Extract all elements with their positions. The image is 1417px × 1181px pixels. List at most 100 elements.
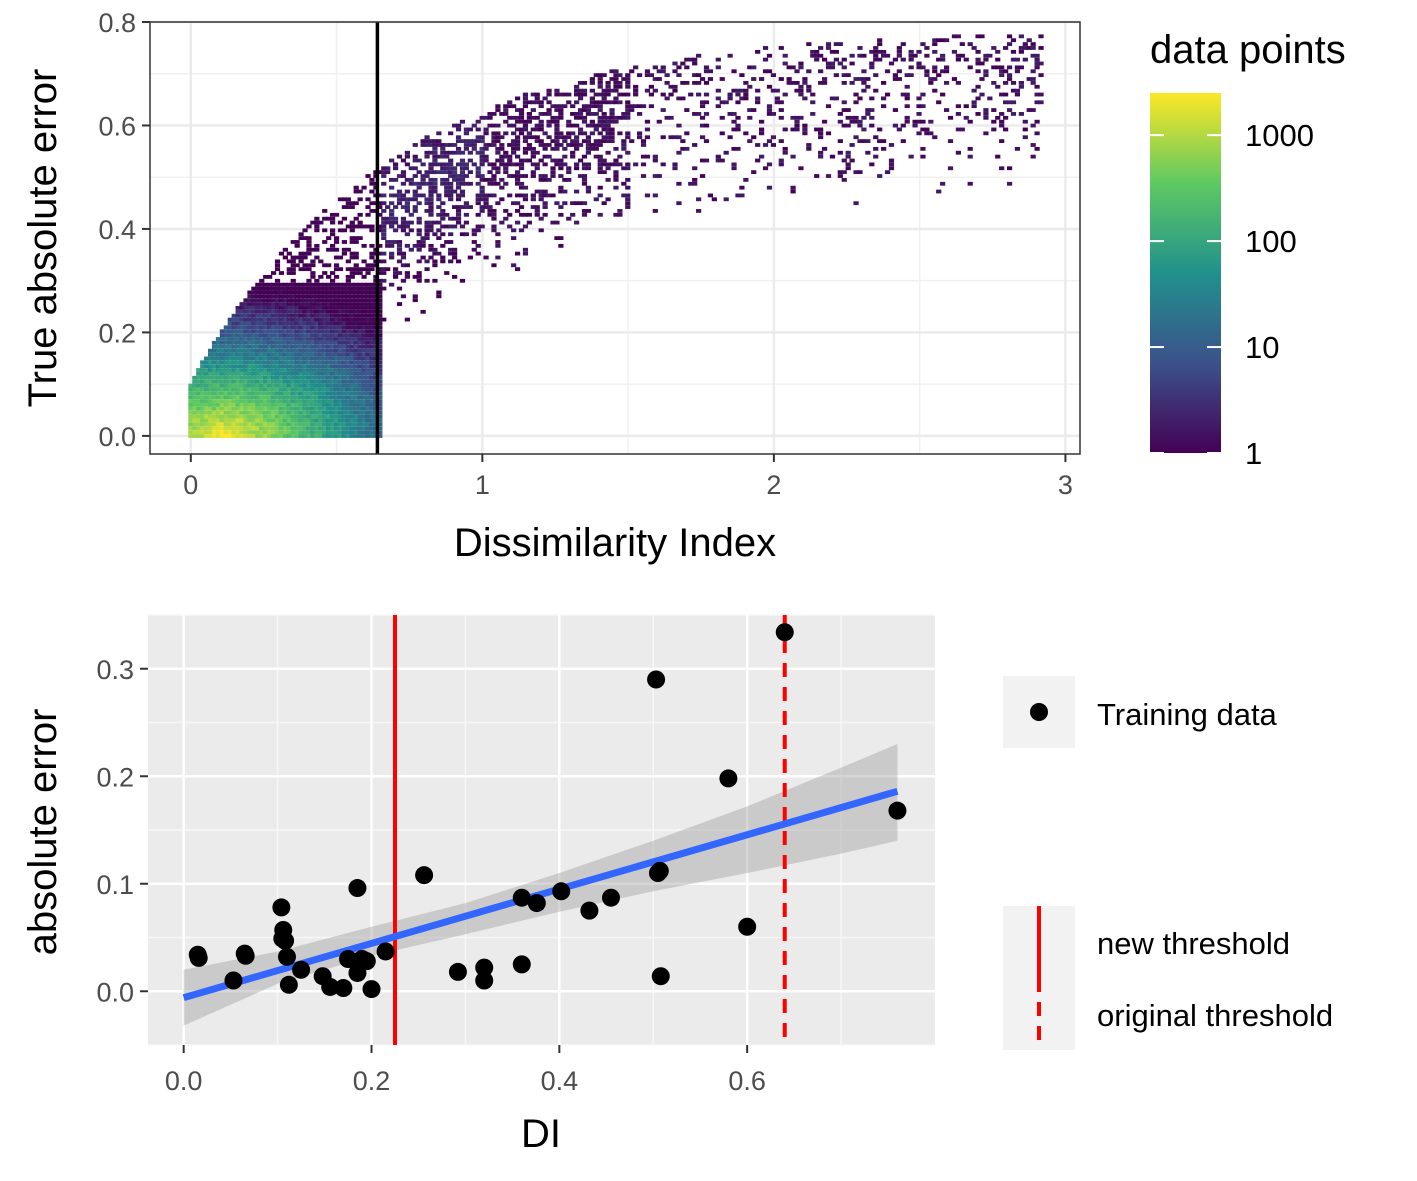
density-bin bbox=[286, 321, 292, 326]
density-bin bbox=[475, 135, 481, 140]
density-bin bbox=[475, 201, 481, 206]
density-bin bbox=[1006, 77, 1013, 81]
density-bin bbox=[558, 135, 564, 140]
density-bin bbox=[400, 205, 407, 209]
density-bin bbox=[479, 135, 485, 140]
density-bin bbox=[971, 46, 977, 50]
density-bin bbox=[554, 158, 560, 163]
density-bin bbox=[270, 340, 277, 345]
density-bin bbox=[365, 286, 371, 291]
density-bin bbox=[298, 317, 304, 322]
density-bin bbox=[278, 282, 285, 287]
density-bin bbox=[322, 333, 328, 338]
density-bin bbox=[263, 286, 269, 291]
density-bin bbox=[932, 69, 938, 74]
density-bin bbox=[286, 426, 292, 431]
density-bin bbox=[286, 329, 292, 334]
density-bin bbox=[412, 166, 418, 171]
density-bin bbox=[278, 399, 285, 403]
density-bin bbox=[302, 294, 308, 299]
density-bin bbox=[263, 309, 269, 314]
density-bin bbox=[333, 406, 340, 411]
density-bin bbox=[369, 418, 375, 423]
density-bin bbox=[365, 224, 371, 229]
density-bin bbox=[349, 251, 355, 256]
density-bin bbox=[463, 212, 470, 217]
density-bin bbox=[196, 410, 202, 415]
density-bin bbox=[821, 119, 828, 124]
density-bin bbox=[550, 146, 556, 151]
density-bin bbox=[452, 177, 458, 182]
density-bin bbox=[255, 375, 261, 380]
density-bin bbox=[345, 205, 351, 209]
density-bin bbox=[310, 406, 316, 411]
density-bin bbox=[617, 209, 623, 213]
density-bin bbox=[514, 220, 521, 225]
density-bin bbox=[798, 166, 804, 171]
density-bin bbox=[243, 306, 249, 310]
density-bin bbox=[322, 403, 328, 407]
density-bin bbox=[219, 340, 226, 345]
density-bin bbox=[577, 88, 584, 93]
density-bin bbox=[735, 146, 741, 151]
density-bin bbox=[365, 174, 371, 178]
density-bin bbox=[633, 162, 639, 167]
density-bin bbox=[259, 360, 265, 365]
density-bin bbox=[282, 422, 288, 427]
density-bin bbox=[326, 426, 332, 431]
density-bin bbox=[251, 372, 257, 376]
density-bin bbox=[731, 127, 737, 132]
density-bin bbox=[306, 434, 312, 438]
density-bin bbox=[361, 399, 367, 403]
density-bin bbox=[345, 306, 351, 310]
density-bin bbox=[361, 333, 367, 338]
density-bin bbox=[330, 375, 336, 380]
density-bin bbox=[483, 255, 489, 260]
density-bin bbox=[200, 426, 206, 431]
density-bin bbox=[341, 418, 348, 423]
density-bin bbox=[577, 115, 584, 120]
density-bin bbox=[574, 123, 580, 128]
density-bin bbox=[841, 177, 847, 182]
density-bin bbox=[404, 162, 410, 167]
density-bin bbox=[487, 212, 493, 217]
density-bin bbox=[455, 177, 462, 182]
density-bin bbox=[294, 356, 300, 361]
density-bin bbox=[605, 123, 611, 128]
density-bin bbox=[330, 271, 336, 275]
density-bin bbox=[286, 325, 292, 330]
density-bin bbox=[267, 372, 273, 376]
density-bin bbox=[731, 119, 737, 124]
density-bin bbox=[613, 69, 619, 74]
density-bin bbox=[585, 139, 592, 143]
density-bin bbox=[436, 193, 442, 198]
density-bin bbox=[381, 271, 387, 275]
density-bin bbox=[983, 115, 989, 120]
density-bin bbox=[294, 403, 300, 407]
density-bin bbox=[503, 154, 509, 159]
density-bin bbox=[310, 418, 316, 423]
density-bin bbox=[794, 88, 800, 93]
density-bin bbox=[314, 282, 320, 287]
density-bin bbox=[243, 344, 249, 349]
density-bin bbox=[298, 352, 304, 357]
density-bin bbox=[227, 372, 233, 376]
density-bin bbox=[833, 96, 839, 101]
density-bin bbox=[357, 313, 363, 318]
density-bin bbox=[255, 383, 261, 388]
density-bin bbox=[326, 364, 332, 369]
density-bin bbox=[920, 65, 926, 70]
density-bin bbox=[330, 356, 336, 361]
density-bin bbox=[227, 434, 233, 438]
density-bin bbox=[259, 379, 265, 384]
density-bin bbox=[365, 197, 371, 202]
density-bin bbox=[825, 131, 832, 136]
density-bin bbox=[609, 88, 615, 93]
density-bin bbox=[251, 399, 257, 403]
density-bin bbox=[207, 391, 214, 396]
density-bin bbox=[884, 170, 891, 175]
density-bin bbox=[444, 185, 450, 190]
density-bin bbox=[491, 143, 497, 147]
density-bin bbox=[908, 53, 914, 58]
density-bin bbox=[302, 267, 308, 272]
